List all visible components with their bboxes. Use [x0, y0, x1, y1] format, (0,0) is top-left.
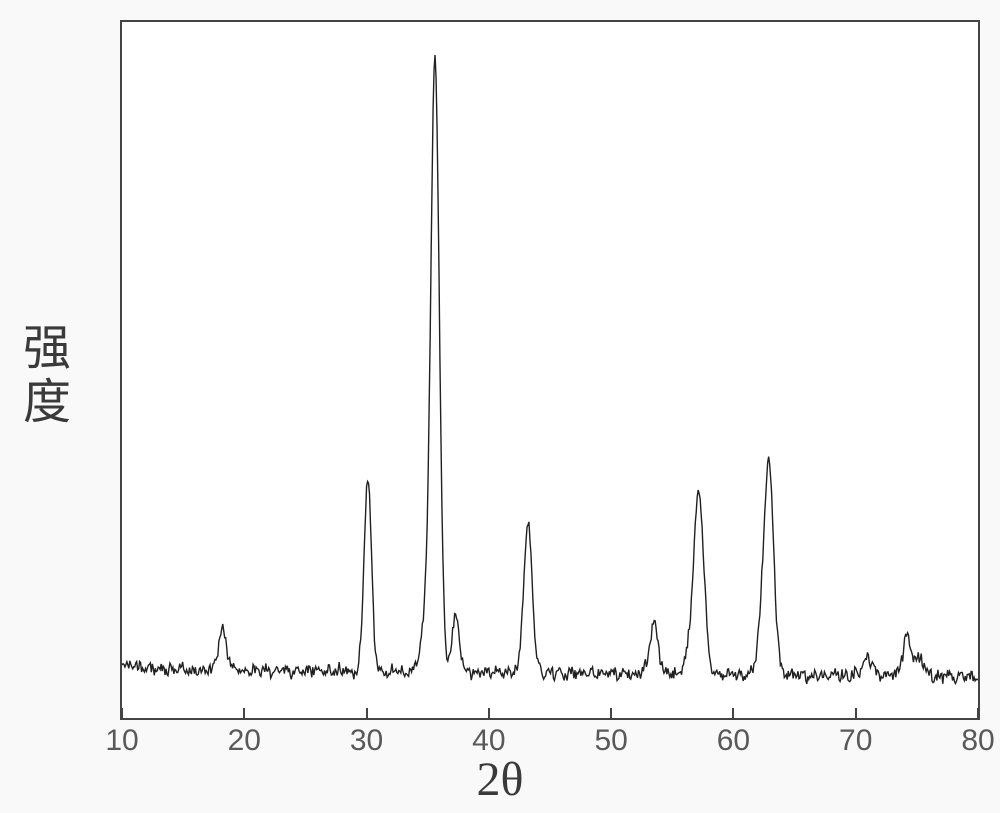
x-tick-mark: [121, 708, 123, 718]
x-tick-mark: [243, 708, 245, 718]
x-tick-mark: [855, 708, 857, 718]
x-tick-mark: [977, 708, 979, 718]
xrd-spectrum-path: [122, 55, 978, 684]
xrd-spectrum-svg: [122, 22, 978, 718]
ylabel-char-2: 度: [23, 376, 73, 429]
x-tick-mark: [732, 708, 734, 718]
x-tick-mark: [610, 708, 612, 718]
plot-area: [120, 20, 980, 720]
x-tick-mark: [366, 708, 368, 718]
ylabel-char-1: 强: [23, 322, 73, 375]
x-tick-mark: [488, 708, 490, 718]
figure-container: 强 度 1020304050607080 2θ: [0, 0, 1000, 813]
y-axis-label: 强 度: [18, 322, 78, 430]
x-axis-label: 2θ: [0, 752, 1000, 807]
